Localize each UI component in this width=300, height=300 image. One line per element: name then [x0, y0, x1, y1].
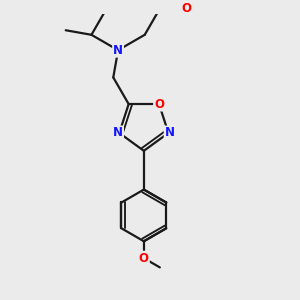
Text: N: N: [113, 127, 123, 140]
Text: O: O: [139, 252, 149, 265]
Text: O: O: [154, 98, 164, 111]
Text: O: O: [181, 2, 191, 15]
Text: N: N: [113, 44, 123, 57]
Text: N: N: [165, 127, 175, 140]
